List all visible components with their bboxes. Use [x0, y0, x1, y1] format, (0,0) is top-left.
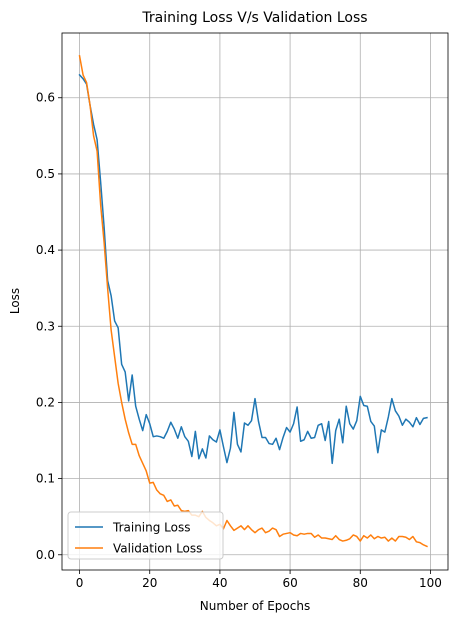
- y-tick-label: 0.6: [36, 91, 55, 105]
- training-loss-line: [78, 73, 428, 465]
- y-tick-label: 0.0: [36, 548, 55, 562]
- y-axis-ticks: 0.0 0.1 0.2 0.3 0.4 0.5 0.6: [36, 91, 62, 562]
- legend-label-training: Training Loss: [112, 521, 190, 535]
- chart-title: Training Loss V/s Validation Loss: [141, 10, 367, 26]
- y-tick-label: 0.4: [36, 243, 55, 257]
- legend-label-validation: Validation Loss: [113, 542, 202, 556]
- grid-lines: [62, 33, 448, 570]
- x-tick-label: 0: [76, 576, 84, 590]
- y-tick-label: 0.1: [36, 472, 55, 486]
- legend: Training Loss Validation Loss: [67, 511, 224, 560]
- series-lines: [78, 54, 428, 548]
- y-tick-label: 0.3: [36, 319, 55, 333]
- x-tick-label: 80: [353, 576, 368, 590]
- legend-box: [67, 511, 224, 560]
- x-tick-label: 40: [212, 576, 227, 590]
- x-tick-label: 60: [282, 576, 297, 590]
- validation-loss-line: [78, 54, 428, 548]
- x-tick-label: 100: [419, 576, 442, 590]
- x-axis-label: Number of Epochs: [200, 599, 310, 613]
- y-tick-label: 0.2: [36, 395, 55, 409]
- plot-area-frame: [61, 32, 449, 571]
- x-axis-ticks: 0 20 40 60 80 100: [76, 570, 442, 590]
- x-tick-label: 20: [142, 576, 157, 590]
- y-tick-label: 0.5: [36, 167, 55, 181]
- y-axis-label: Loss: [8, 288, 22, 314]
